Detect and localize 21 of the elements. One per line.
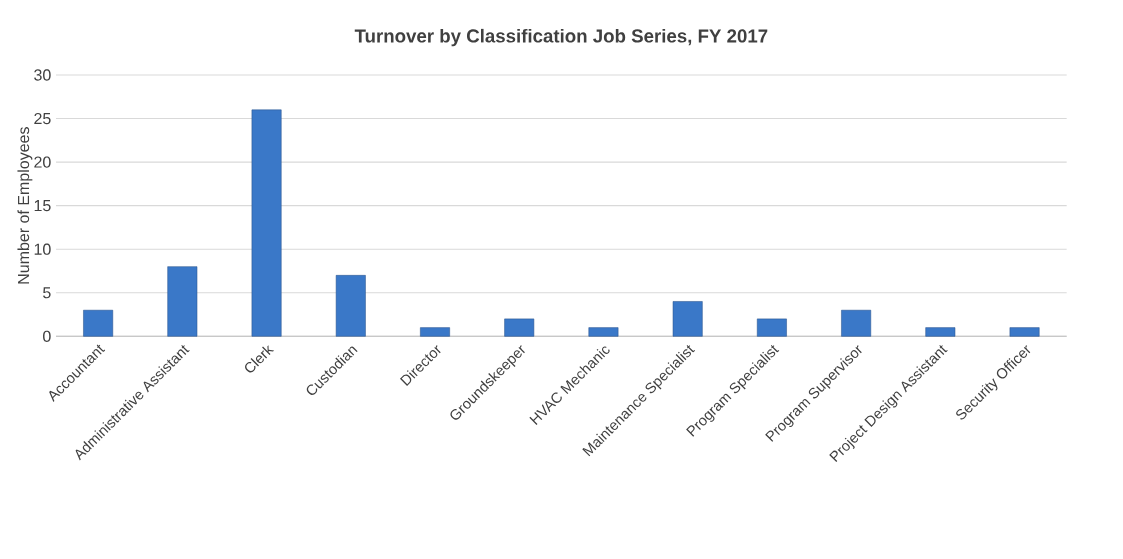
y-tick-label: 0 (43, 330, 51, 342)
y-tick-label: 15 (34, 200, 51, 212)
bar (420, 327, 450, 337)
bar (588, 327, 619, 337)
y-axis-title: Number of Employees (17, 127, 33, 284)
y-tick-label: 25 (34, 112, 51, 125)
bar (756, 318, 787, 337)
y-tick-label: 5 (43, 287, 51, 299)
bar (1009, 327, 1040, 337)
bar (83, 309, 114, 337)
bar (672, 301, 703, 337)
bar (504, 318, 535, 337)
chart-title: Turnover by Classification Job Series, FY 2017 (354, 28, 768, 47)
y-tick-label: 30 (34, 69, 51, 81)
bar (335, 275, 366, 337)
y-tick-label: 20 (34, 156, 51, 168)
y-tick-label: 10 (34, 243, 51, 255)
bar (841, 309, 872, 337)
bar (167, 266, 198, 337)
bar (925, 327, 956, 337)
bar (251, 109, 282, 337)
